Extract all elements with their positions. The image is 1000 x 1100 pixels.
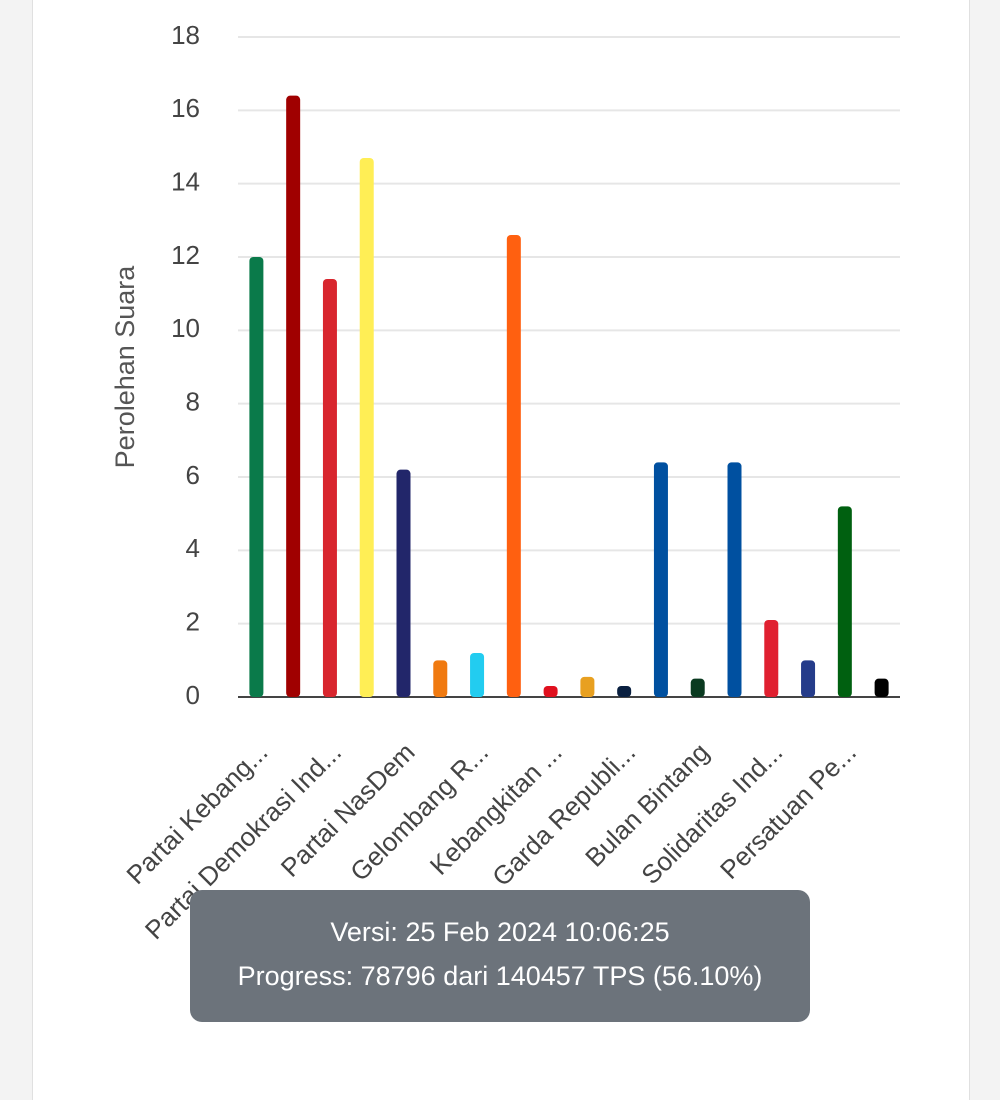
bar (506, 235, 521, 697)
bar (837, 506, 852, 697)
bar (617, 686, 632, 697)
y-tick-label: 10 (171, 313, 200, 343)
bar (690, 678, 705, 697)
x-tick-label: Kebangkitan ... (424, 737, 568, 881)
y-tick-label: 16 (171, 93, 200, 123)
bar (322, 279, 337, 697)
y-tick-label: 4 (186, 533, 200, 563)
bar (286, 95, 301, 697)
y-tick-label: 6 (186, 460, 200, 490)
y-tick-label: 2 (186, 607, 200, 637)
toast: Versi: 25 Feb 2024 10:06:25 Progress: 78… (190, 890, 810, 1022)
bar (396, 469, 411, 697)
bar (580, 676, 595, 697)
bar (653, 462, 668, 697)
y-axis-label: Perolehan Suara (110, 265, 140, 469)
y-tick-label: 18 (171, 20, 200, 50)
bar (543, 686, 558, 697)
x-tick-label: Persatuan Pe... (714, 737, 862, 885)
bar (801, 660, 816, 697)
bar (433, 660, 448, 697)
toast-line: Versi: 25 Feb 2024 10:06:25 (330, 917, 670, 947)
bar (727, 462, 742, 697)
y-tick-label: 0 (186, 680, 200, 710)
bar (249, 257, 264, 697)
bar (359, 158, 374, 697)
bar (470, 653, 485, 697)
y-tick-label: 12 (171, 240, 200, 270)
y-tick-label: 8 (186, 387, 200, 417)
y-tick-label: 14 (171, 167, 200, 197)
bar (764, 620, 779, 697)
bar (874, 678, 889, 697)
toast-line: Progress: 78796 dari 140457 TPS (56.10%) (237, 961, 763, 991)
